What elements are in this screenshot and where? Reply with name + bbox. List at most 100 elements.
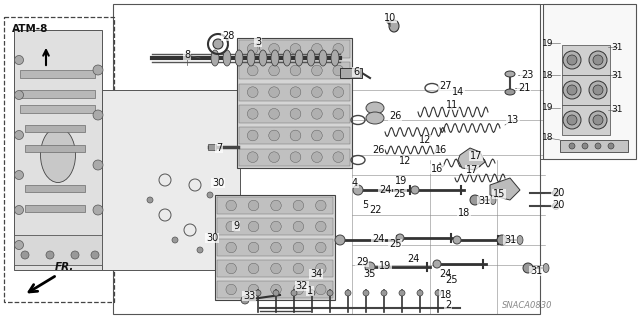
Circle shape [411, 186, 419, 194]
Text: 24: 24 [407, 254, 419, 264]
Circle shape [290, 87, 301, 98]
Text: 6: 6 [353, 67, 359, 77]
Text: 31: 31 [611, 42, 623, 51]
Ellipse shape [319, 50, 327, 66]
Text: 19: 19 [542, 39, 554, 48]
Bar [217, 239, 333, 256]
Bar [217, 281, 333, 298]
Polygon shape [562, 75, 610, 105]
Circle shape [363, 290, 369, 296]
Bar [237, 38, 352, 168]
Text: 8: 8 [184, 50, 190, 60]
Bar [217, 218, 333, 235]
Circle shape [470, 195, 480, 205]
Circle shape [293, 200, 303, 211]
Ellipse shape [366, 102, 384, 114]
Circle shape [589, 51, 607, 69]
Circle shape [316, 263, 326, 274]
Ellipse shape [543, 263, 549, 272]
Bar [340, 68, 362, 78]
Text: 25: 25 [394, 189, 406, 199]
Circle shape [333, 65, 344, 76]
Circle shape [91, 251, 99, 259]
Text: 23: 23 [521, 70, 533, 80]
Circle shape [71, 251, 79, 259]
Circle shape [248, 221, 259, 232]
Bar [217, 197, 333, 214]
Text: 12: 12 [399, 156, 411, 166]
Circle shape [333, 43, 344, 54]
Circle shape [312, 65, 323, 76]
Circle shape [497, 235, 507, 245]
Circle shape [453, 236, 461, 244]
Circle shape [248, 200, 259, 211]
Circle shape [567, 115, 577, 125]
Bar [20, 90, 95, 98]
Circle shape [312, 108, 323, 119]
Bar [239, 62, 350, 79]
Circle shape [271, 284, 281, 295]
Text: 28: 28 [222, 31, 234, 41]
Circle shape [172, 237, 178, 243]
Circle shape [345, 290, 351, 296]
Circle shape [312, 43, 323, 54]
Circle shape [333, 108, 344, 119]
Circle shape [207, 192, 213, 198]
Circle shape [247, 43, 258, 54]
Ellipse shape [235, 50, 243, 66]
Text: 19: 19 [542, 103, 554, 113]
Circle shape [595, 143, 601, 149]
Bar [20, 105, 95, 113]
Circle shape [335, 235, 345, 245]
Text: 31: 31 [504, 235, 516, 245]
Circle shape [316, 200, 326, 211]
Ellipse shape [366, 112, 384, 124]
Ellipse shape [271, 50, 279, 66]
Circle shape [593, 85, 603, 95]
Circle shape [269, 43, 280, 54]
Circle shape [248, 263, 259, 274]
Circle shape [293, 263, 303, 274]
Text: 30: 30 [212, 178, 224, 188]
Circle shape [290, 152, 301, 162]
Circle shape [46, 251, 54, 259]
Circle shape [563, 111, 581, 129]
Text: 32: 32 [296, 281, 308, 291]
Bar [543, 4, 636, 159]
Circle shape [247, 108, 258, 119]
Circle shape [247, 130, 258, 141]
Text: 14: 14 [452, 87, 464, 97]
Text: FR.: FR. [55, 262, 74, 272]
Circle shape [226, 284, 236, 295]
Circle shape [15, 241, 24, 249]
Circle shape [523, 263, 533, 273]
Circle shape [255, 290, 261, 296]
Ellipse shape [331, 50, 339, 66]
Text: 33: 33 [243, 291, 255, 301]
Text: ATM-8: ATM-8 [12, 24, 49, 34]
Circle shape [433, 260, 441, 268]
Circle shape [213, 39, 223, 49]
Circle shape [247, 152, 258, 162]
Text: 29: 29 [356, 257, 368, 267]
Text: 18: 18 [542, 70, 554, 79]
Circle shape [147, 197, 153, 203]
Circle shape [589, 81, 607, 99]
Circle shape [93, 160, 103, 170]
Circle shape [290, 130, 301, 141]
Bar [4, 17, 114, 302]
Circle shape [396, 234, 404, 242]
Text: 15: 15 [493, 189, 505, 199]
Circle shape [93, 110, 103, 120]
Circle shape [593, 55, 603, 65]
Text: 17: 17 [470, 151, 482, 161]
Circle shape [563, 81, 581, 99]
Circle shape [273, 290, 279, 296]
Text: 10: 10 [384, 13, 396, 23]
Circle shape [269, 87, 280, 98]
Text: 34: 34 [310, 269, 322, 279]
Text: 35: 35 [364, 269, 376, 279]
Text: 7: 7 [216, 143, 222, 153]
Text: 16: 16 [435, 145, 447, 155]
Circle shape [226, 242, 236, 253]
